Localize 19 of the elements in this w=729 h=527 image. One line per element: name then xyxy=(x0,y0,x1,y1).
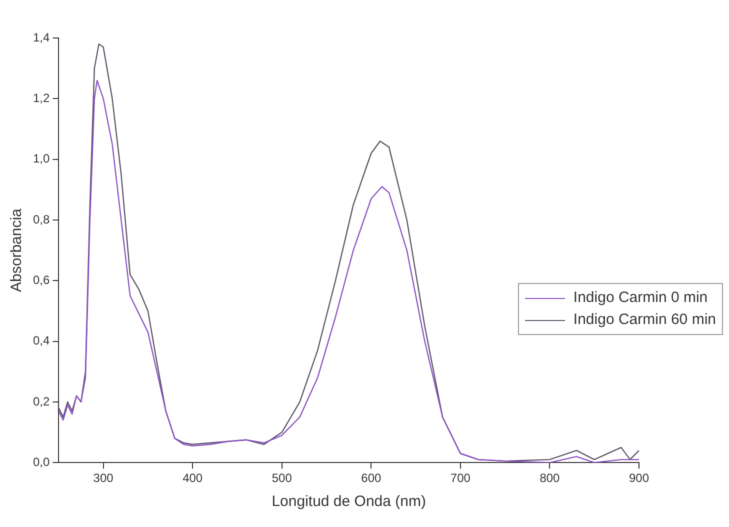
y-tick-label: 0,4 xyxy=(32,334,50,348)
y-tick-label: 0,6 xyxy=(32,272,50,287)
legend-label: Indigo Carmin 60 min xyxy=(573,310,716,330)
y-tick-label: 0,2 xyxy=(32,394,50,408)
x-tick-label: 800 xyxy=(540,471,560,486)
y-tick-label: 0,0 xyxy=(32,454,50,469)
x-tick-label: 600 xyxy=(361,471,382,486)
y-axis-title: Absorbancia xyxy=(8,208,26,292)
x-tick-label: 700 xyxy=(450,471,471,486)
legend-label: Indigo Carmin 0 min xyxy=(573,288,708,308)
x-tick-label: 900 xyxy=(628,471,650,486)
x-axis-title: Longitud de Onda (nm) xyxy=(272,493,426,510)
y-tick-label: 0,8 xyxy=(32,212,50,226)
y-tick-label: 1,2 xyxy=(32,90,50,105)
x-tick-label: 300 xyxy=(93,471,114,486)
y-tick-label: 1,0 xyxy=(32,152,50,166)
y-tick-label: 1,4 xyxy=(32,30,50,44)
x-tick-label: 500 xyxy=(272,471,292,486)
x-tick-label: 400 xyxy=(182,471,203,486)
